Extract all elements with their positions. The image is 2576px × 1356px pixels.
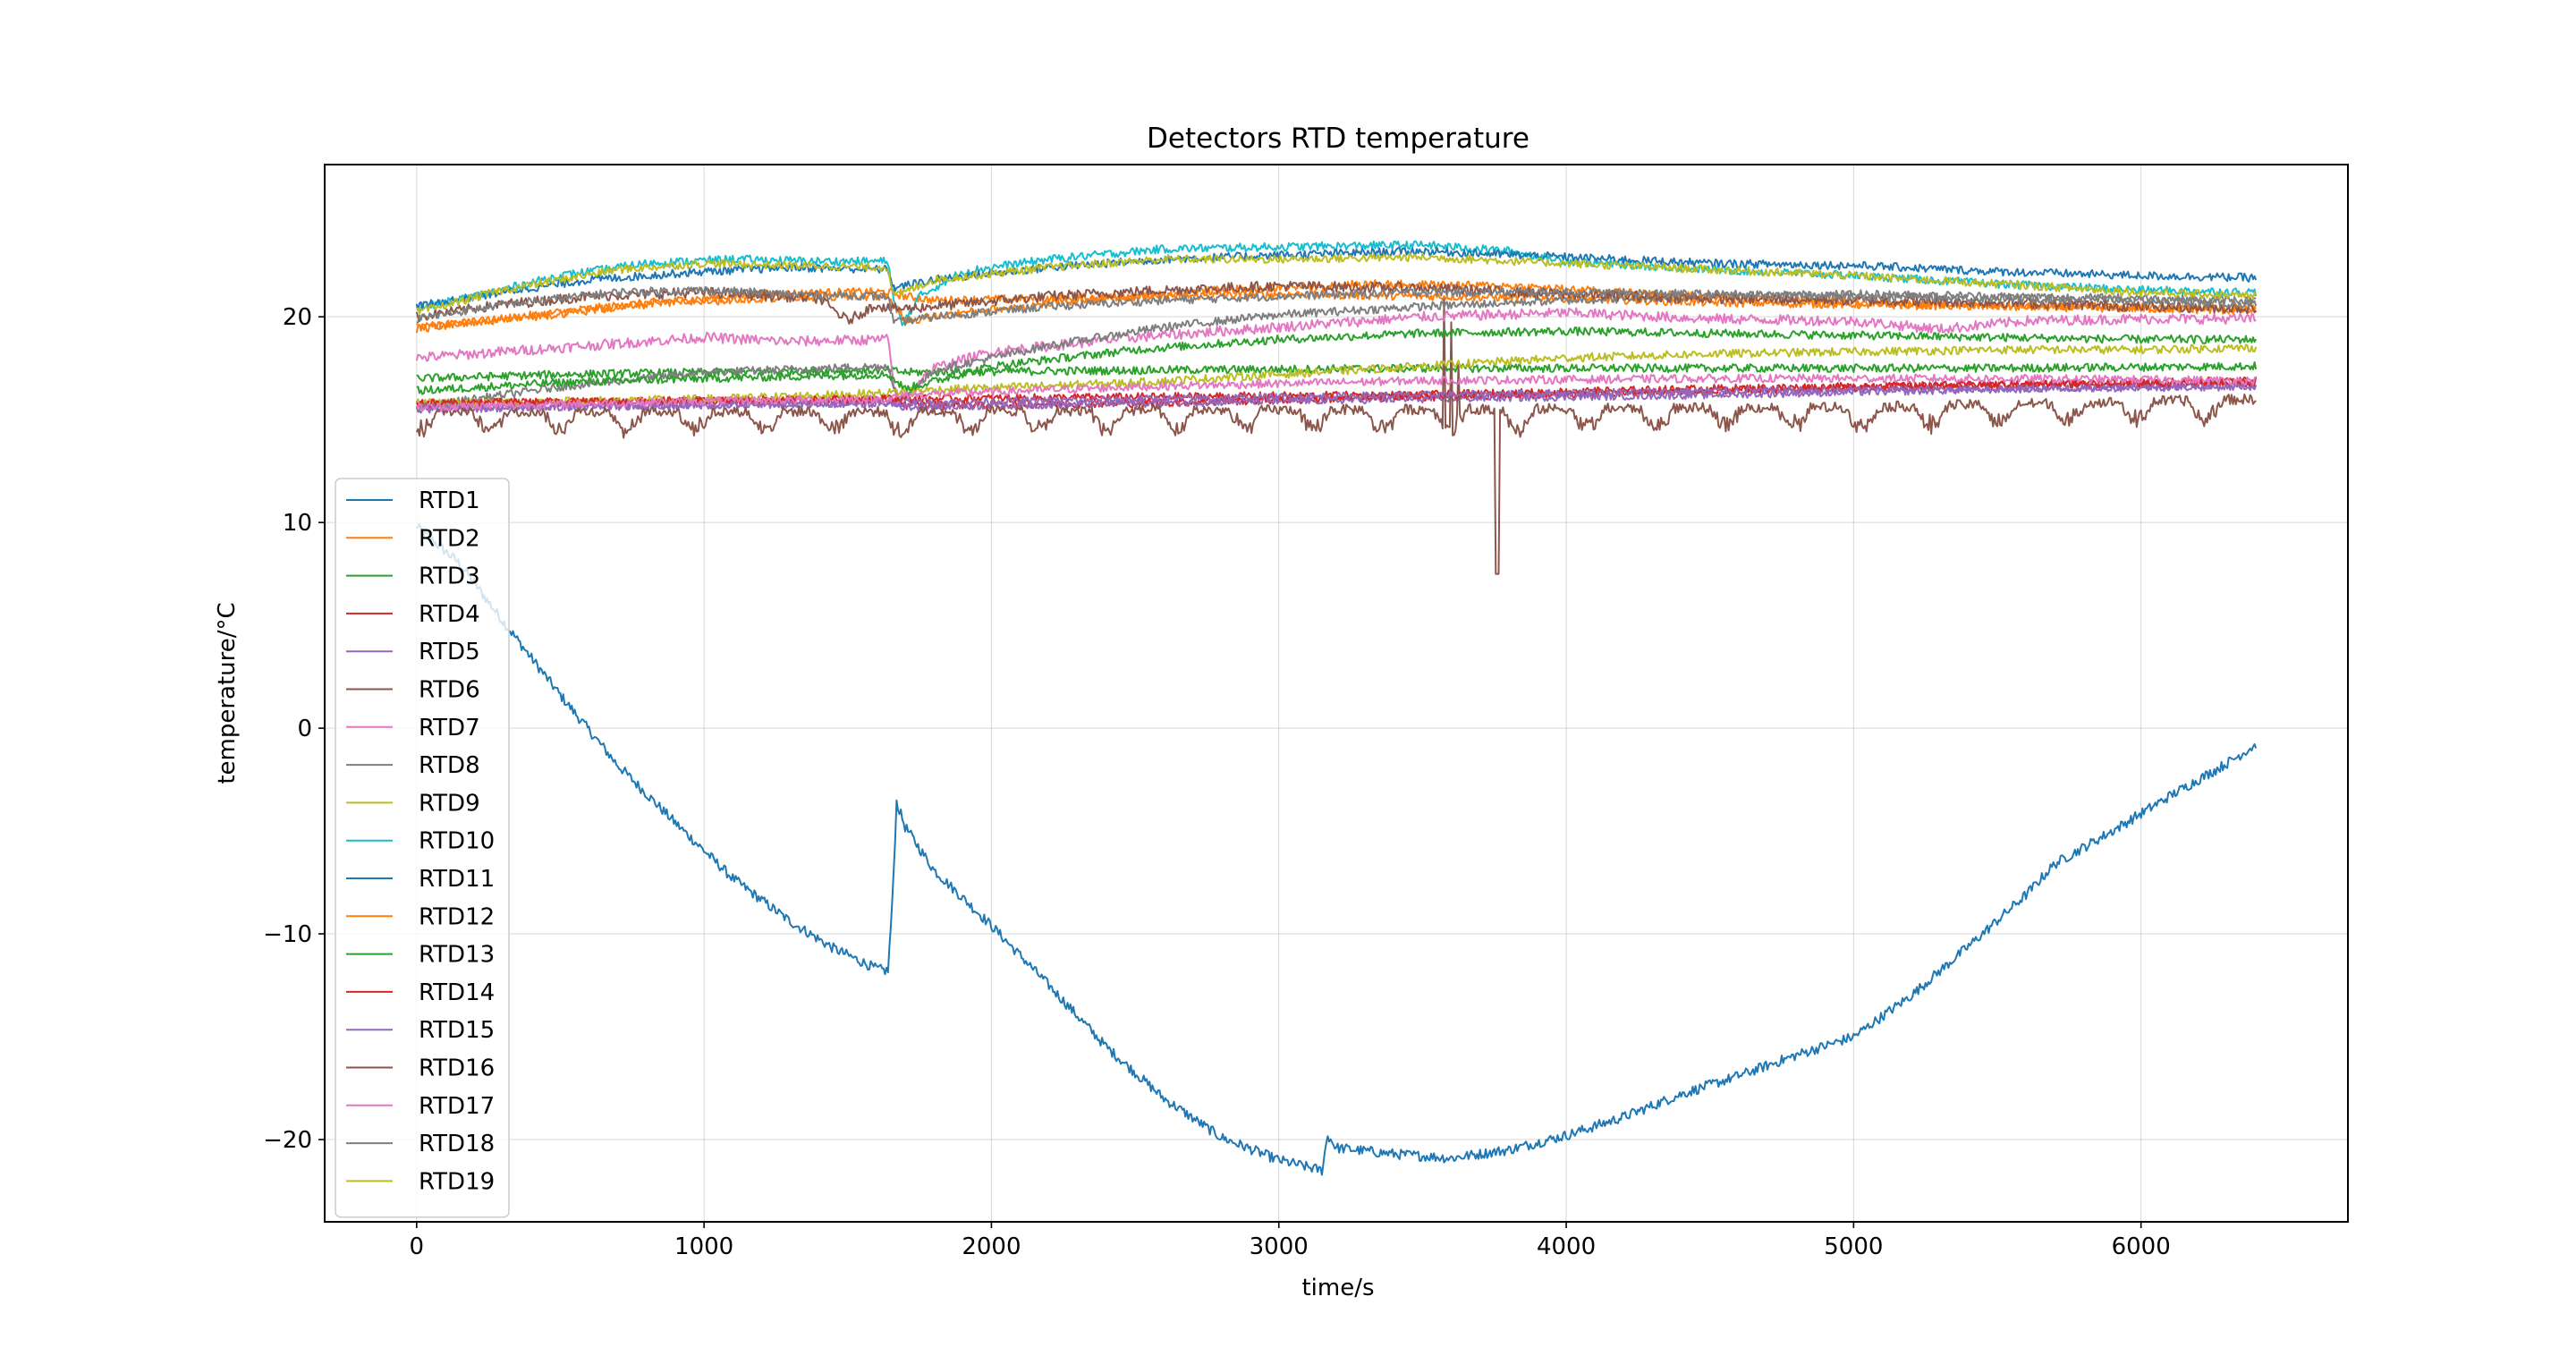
legend-entry-rtd13: RTD13 (419, 942, 495, 969)
legend: RTD1 RTD2 RTD3 RTD4 RTD5 RTD6 RTD7 RTD8 RTD9 RTD1… (335, 478, 510, 1218)
legend-entry-rtd17: RTD17 (419, 1093, 495, 1120)
x-tick-label: 0 (410, 1233, 425, 1260)
legend-entry-rtd10: RTD10 (419, 828, 495, 855)
legend-entry-rtd1: RTD1 (419, 487, 480, 514)
legend-entry-rtd5: RTD5 (419, 639, 480, 665)
y-tick-label: 10 (283, 510, 312, 537)
legend-entry-rtd16: RTD16 (419, 1055, 495, 1082)
x-tick-label: 1000 (674, 1233, 733, 1260)
grid (325, 165, 2348, 1222)
legend-entry-rtd6: RTD6 (419, 677, 480, 704)
series-line-rtd18 (416, 285, 2258, 326)
x-tick-label: 2000 (962, 1233, 1021, 1260)
legend-entry-rtd14: RTD14 (419, 979, 495, 1006)
x-axis-label: time/s (1301, 1275, 1374, 1301)
plot-frame (324, 164, 2349, 1223)
series-line-rtd6 (415, 298, 2257, 575)
series-line-rtd17 (415, 373, 2257, 412)
legend-entry-rtd8: RTD8 (419, 752, 480, 779)
y-tick-label: −20 (263, 1127, 312, 1154)
series-line-rtd1 (415, 522, 2258, 1176)
series-line-rtd8 (415, 289, 2257, 412)
legend-entry-rtd18: RTD18 (419, 1131, 495, 1157)
x-tick-label: 3000 (1250, 1233, 1309, 1260)
series-line-rtd15 (416, 382, 2258, 411)
y-tick-label: 0 (297, 716, 312, 742)
y-tick-label: −10 (263, 921, 312, 948)
series-line-rtd13 (416, 326, 2258, 395)
chart-title: Detectors RTD temperature (1147, 123, 1530, 155)
series-line-rtd11 (415, 246, 2258, 311)
legend-entry-rtd3: RTD3 (419, 564, 480, 590)
series-line-rtd14 (415, 377, 2257, 409)
series-layer (415, 240, 2258, 1176)
series-line-rtd7 (415, 307, 2257, 405)
y-axis-label: temperature/°C (214, 602, 241, 784)
x-tick-label: 5000 (1824, 1233, 1883, 1260)
legend-entry-rtd11: RTD11 (419, 866, 495, 893)
x-tick-label: 6000 (2112, 1233, 2171, 1260)
ticks: 0 1000 2000 3000 4000 5000 6000 −20 −10 0 10 20 (263, 304, 2171, 1260)
y-tick-label: 20 (283, 304, 312, 331)
legend-entry-rtd7: RTD7 (419, 715, 480, 742)
legend-entry-rtd2: RTD2 (419, 525, 480, 552)
legend-box (335, 478, 510, 1218)
legend-entry-rtd12: RTD12 (419, 903, 495, 930)
legend-entry-rtd9: RTD9 (419, 790, 480, 817)
x-tick-label: 4000 (1537, 1233, 1596, 1260)
legend-entry-rtd19: RTD19 (419, 1168, 495, 1195)
legend-entry-rtd4: RTD4 (419, 601, 480, 628)
legend-entry-rtd15: RTD15 (419, 1017, 495, 1044)
series-line-rtd19 (416, 252, 2258, 315)
